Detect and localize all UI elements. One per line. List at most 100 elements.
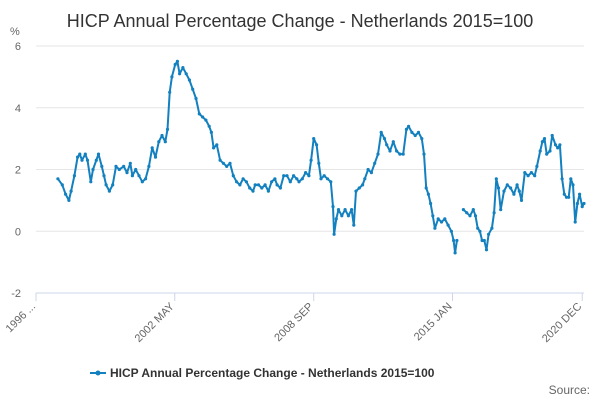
data-point[interactable] <box>449 229 453 233</box>
data-point[interactable] <box>363 177 367 181</box>
data-point[interactable] <box>361 183 365 187</box>
data-point[interactable] <box>147 164 151 168</box>
data-point[interactable] <box>85 158 90 162</box>
data-point[interactable] <box>550 133 554 138</box>
data-point[interactable] <box>194 96 198 101</box>
data-point[interactable] <box>482 238 486 243</box>
data-point[interactable] <box>225 164 229 168</box>
data-point[interactable] <box>395 149 399 153</box>
data-point[interactable] <box>107 189 111 193</box>
data-point[interactable] <box>575 201 580 206</box>
data-point[interactable] <box>288 180 292 184</box>
data-point[interactable] <box>369 171 373 175</box>
data-point[interactable] <box>295 177 299 181</box>
data-point[interactable] <box>580 205 584 209</box>
data-point[interactable] <box>319 177 323 181</box>
data-point[interactable] <box>517 189 521 193</box>
data-point[interactable] <box>329 180 333 184</box>
data-point[interactable] <box>538 149 542 153</box>
data-point[interactable] <box>181 66 185 70</box>
data-point[interactable] <box>218 158 222 162</box>
data-point[interactable] <box>401 152 405 156</box>
data-point[interactable] <box>102 174 106 178</box>
data-point[interactable] <box>473 214 478 218</box>
data-point[interactable] <box>94 158 98 162</box>
data-point[interactable] <box>231 174 235 178</box>
data-point[interactable] <box>134 167 138 172</box>
data-point[interactable] <box>104 183 108 187</box>
series-line[interactable] <box>56 60 458 254</box>
data-point[interactable] <box>125 171 129 175</box>
data-point[interactable] <box>519 198 524 202</box>
data-point[interactable] <box>478 229 482 233</box>
data-point[interactable] <box>366 167 370 172</box>
data-point[interactable] <box>542 137 547 141</box>
data-point[interactable] <box>429 201 433 206</box>
data-point[interactable] <box>215 143 219 147</box>
data-point[interactable] <box>117 167 121 172</box>
data-point[interactable] <box>332 232 336 236</box>
data-point[interactable] <box>496 186 501 190</box>
data-point[interactable] <box>235 180 239 184</box>
data-point[interactable] <box>278 186 282 190</box>
data-point[interactable] <box>352 223 356 227</box>
data-point[interactable] <box>157 140 161 144</box>
data-point[interactable] <box>391 140 395 144</box>
data-point[interactable] <box>204 118 208 122</box>
data-point[interactable] <box>573 220 577 224</box>
data-point[interactable] <box>248 186 252 190</box>
data-point[interactable] <box>350 208 354 212</box>
data-point[interactable] <box>297 180 301 184</box>
data-point[interactable] <box>122 164 126 168</box>
data-point[interactable] <box>212 146 216 150</box>
data-point[interactable] <box>340 214 344 218</box>
data-point[interactable] <box>184 72 188 76</box>
data-point[interactable] <box>140 180 144 184</box>
data-point[interactable] <box>468 214 472 218</box>
data-point[interactable] <box>490 226 494 230</box>
data-point[interactable] <box>512 192 516 196</box>
data-point[interactable] <box>422 152 426 156</box>
data-point[interactable] <box>137 174 141 178</box>
data-point[interactable] <box>89 180 93 184</box>
data-point[interactable] <box>545 152 549 156</box>
data-point[interactable] <box>201 115 205 119</box>
data-point[interactable] <box>275 183 279 187</box>
data-point[interactable] <box>582 201 586 206</box>
data-point[interactable] <box>533 174 537 178</box>
data-point[interactable] <box>560 177 564 181</box>
data-point[interactable] <box>410 130 414 134</box>
data-point[interactable] <box>376 152 380 156</box>
data-point[interactable] <box>502 189 506 193</box>
data-point[interactable] <box>163 140 167 144</box>
data-point[interactable] <box>67 198 71 202</box>
data-point[interactable] <box>282 174 286 178</box>
data-point[interactable] <box>144 177 148 181</box>
data-point[interactable] <box>556 146 560 150</box>
data-point[interactable] <box>505 183 509 187</box>
data-point[interactable] <box>334 217 338 221</box>
data-point[interactable] <box>209 130 213 134</box>
data-point[interactable] <box>312 137 316 141</box>
data-point[interactable] <box>426 192 430 196</box>
data-point[interactable] <box>567 195 571 199</box>
data-point[interactable] <box>509 186 513 190</box>
data-point[interactable] <box>130 174 134 178</box>
data-point[interactable] <box>251 189 255 193</box>
data-point[interactable] <box>111 183 115 187</box>
data-point[interactable] <box>207 124 211 128</box>
data-point[interactable] <box>72 174 76 178</box>
data-point[interactable] <box>382 137 387 141</box>
data-point[interactable] <box>452 238 456 243</box>
data-point[interactable] <box>578 192 582 196</box>
legend[interactable]: HICP Annual Percentage Change - Netherla… <box>90 366 435 380</box>
data-point[interactable] <box>453 251 457 255</box>
data-point[interactable] <box>285 174 289 178</box>
data-point[interactable] <box>416 130 421 134</box>
data-point[interactable] <box>238 183 242 187</box>
data-point[interactable] <box>256 183 261 187</box>
data-point[interactable] <box>331 205 335 209</box>
data-point[interactable] <box>494 177 498 181</box>
data-point[interactable] <box>317 161 321 165</box>
data-point[interactable] <box>266 189 270 193</box>
